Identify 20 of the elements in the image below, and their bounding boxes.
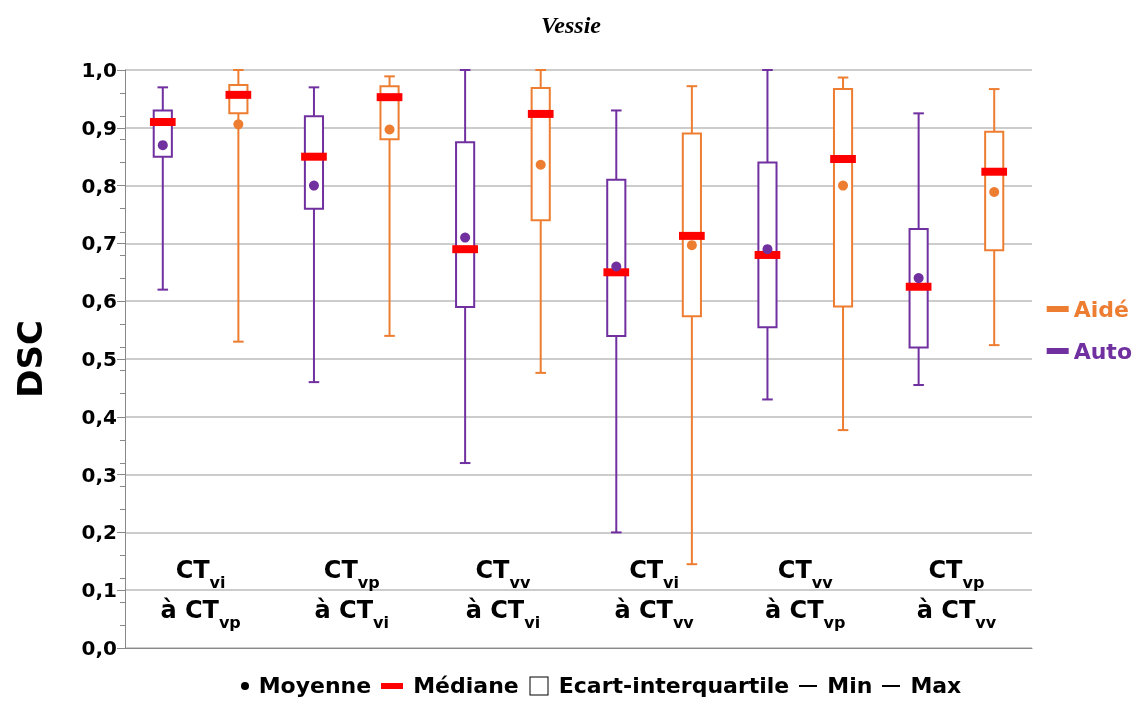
text: Médiane [413, 673, 519, 698]
legend-label: Aidé [1073, 296, 1129, 322]
y-tick-label: 0,6 [81, 289, 117, 314]
y-tick-label: 0,1 [81, 578, 117, 603]
y-tick-label: 0,8 [81, 173, 117, 198]
y-tick-label: 1,0 [81, 58, 117, 82]
y-tick-label: 0,0 [81, 636, 117, 660]
y-tick-label: 0,2 [81, 520, 117, 545]
y-tick-label: 0,5 [81, 347, 117, 371]
legend-label: Auto [1073, 338, 1133, 364]
y-axis-title: DSC [10, 320, 50, 398]
y-tick-label: 0,7 [81, 231, 117, 256]
text: Min [827, 673, 873, 698]
text: Ecart-interquartile [558, 673, 790, 698]
y-tick-label: 0,4 [81, 404, 117, 429]
text: Moyenne [258, 673, 372, 698]
chart-title: Vessie [541, 12, 602, 38]
y-tick-label: 0,3 [81, 462, 117, 487]
y-tick-label: 0,9 [81, 115, 117, 140]
text: Max [910, 673, 962, 698]
